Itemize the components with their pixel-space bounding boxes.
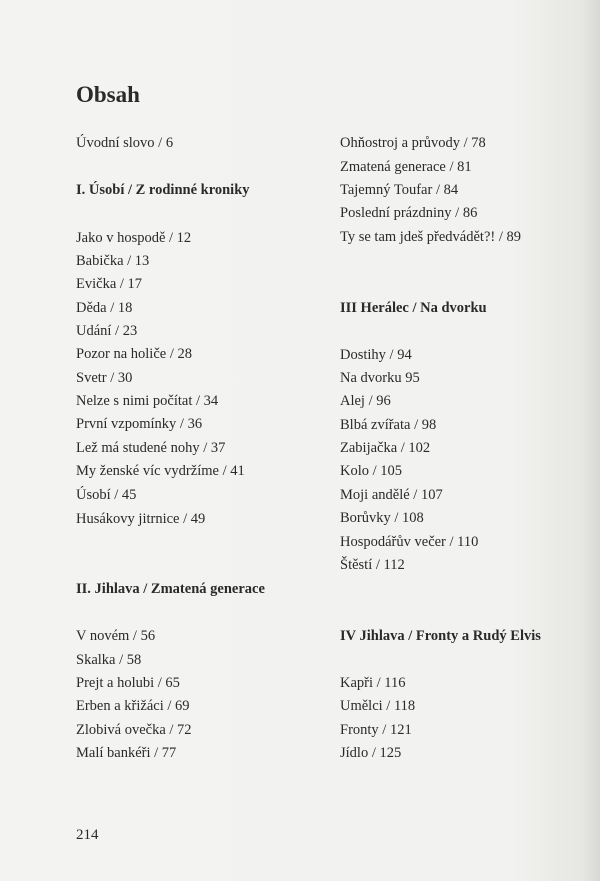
section-heading: IV Jihlava / Fronty a Rudý Elvis (340, 628, 541, 644)
toc-entry: Štěstí / 112 (340, 557, 405, 573)
section-heading: II. Jihlava / Zmatená generace (76, 581, 265, 597)
toc-entry: Borůvky / 108 (340, 510, 424, 526)
toc-entry: Malí bankéři / 77 (76, 745, 177, 761)
toc-entry: Lež má studené nohy / 37 (76, 440, 226, 456)
toc-entry: Na dvorku 95 (340, 370, 420, 386)
toc-entry: Poslední prázdniny / 86 (340, 205, 478, 221)
toc-entry: Fronty / 121 (340, 722, 412, 738)
toc-entry: Jako v hospodě / 12 (76, 230, 192, 246)
toc-entry: Tajemný Toufar / 84 (340, 182, 459, 198)
toc-entry: Evička / 17 (76, 276, 143, 292)
toc-entry: Udání / 23 (76, 323, 138, 339)
section-heading: I. Úsobí / Z rodinné kroniky (76, 182, 250, 198)
toc-entry: Zabijačka / 102 (340, 440, 431, 456)
toc-entry: Pozor na holiče / 28 (76, 346, 192, 362)
toc-entry: Moji andělé / 107 (340, 487, 443, 503)
toc-entry: Zmatená generace / 81 (340, 159, 472, 175)
toc-entry: Husákovy jitrnice / 49 (76, 511, 206, 527)
toc-entry: Zlobivá ovečka / 72 (76, 722, 192, 738)
toc-entry: Svetr / 30 (76, 370, 133, 386)
section-heading: III Herálec / Na dvorku (340, 300, 487, 316)
toc-entry: Umělci / 118 (340, 698, 416, 714)
toc-entry: Erben a křižáci / 69 (76, 698, 190, 714)
toc-entry: Ohňostroj a průvody / 78 (340, 135, 486, 151)
toc-entry: Ty se tam jdeš předvádět?! / 89 (340, 229, 521, 245)
page-number: 214 (76, 827, 99, 843)
toc-entry: Skalka / 58 (76, 652, 142, 668)
toc-entry: Babička / 13 (76, 253, 150, 269)
toc-entry: V novém / 56 (76, 628, 156, 644)
toc-entry: Hospodářův večer / 110 (340, 534, 479, 550)
toc-entry: Dostihy / 94 (340, 347, 412, 363)
title: Obsah (76, 82, 140, 107)
toc-entry: Alej / 96 (340, 393, 391, 409)
toc-entry: Kolo / 105 (340, 463, 403, 479)
toc-entry: Děda / 18 (76, 300, 133, 316)
toc-entry: Nelze s nimi počítat / 34 (76, 393, 219, 409)
toc-entry: Prejt a holubi / 65 (76, 675, 180, 691)
toc-entry: Kapři / 116 (340, 675, 406, 691)
toc-entry: Jídlo / 125 (340, 745, 402, 761)
toc-entry: Blbá zvířata / 98 (340, 417, 437, 433)
toc-entry: Úvodní slovo / 6 (76, 135, 174, 151)
toc-entry: První vzpomínky / 36 (76, 416, 203, 432)
toc-entry: Úsobí / 45 (76, 487, 137, 503)
toc-entry: My ženské víc vydržíme / 41 (76, 463, 245, 479)
